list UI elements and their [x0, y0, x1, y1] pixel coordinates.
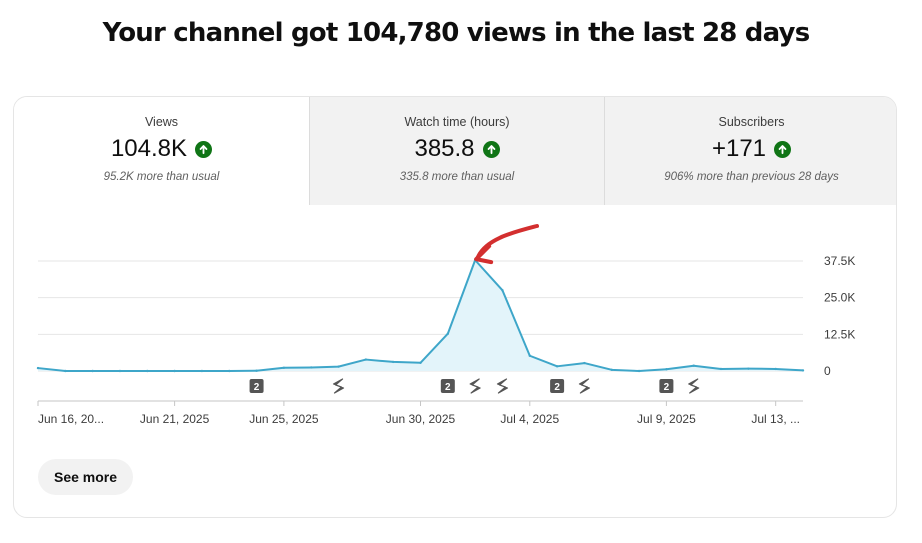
shorts-icon	[496, 378, 509, 394]
metric-value: 104.8K	[110, 135, 188, 162]
x-tick-label: Jun 16, 20...	[38, 412, 104, 426]
y-tick-label: 25.0K	[824, 291, 855, 305]
data-point	[747, 367, 750, 370]
data-point	[637, 369, 641, 373]
x-tick-label: Jun 30, 2025	[386, 412, 456, 426]
y-tick-label: 0	[824, 364, 831, 378]
shorts-icon	[332, 378, 345, 394]
data-point	[555, 365, 559, 368]
annotation-arrow	[475, 224, 539, 262]
x-tick-label: Jul 13, ...	[751, 412, 800, 426]
data-point	[36, 366, 40, 370]
metric-tab-watch-time[interactable]: Watch time (hours) 385.8 335.8 more than…	[309, 97, 604, 205]
data-point	[610, 368, 613, 372]
data-point	[583, 361, 586, 365]
video-count-label: 2	[254, 382, 260, 393]
data-point	[391, 360, 395, 364]
data-point	[310, 366, 313, 369]
data-point	[228, 369, 231, 373]
video-count-marker	[249, 379, 264, 393]
data-point	[446, 332, 450, 335]
views-chart: 0 12.5K 25.0K 37.5K Jun 16, 20... Jun 21, 202…	[36, 224, 855, 426]
data-point	[64, 369, 67, 373]
metric-tab-subscribers[interactable]: Subscribers +171 906% more than previous…	[604, 97, 896, 205]
x-tick-label: Jun 21, 2025	[140, 412, 210, 426]
arrow-up-circle-icon	[195, 140, 213, 158]
data-point	[255, 369, 258, 372]
video-count-label: 2	[554, 382, 560, 393]
video-count-marker	[659, 379, 674, 393]
overview-card: Views 104.8K 95.2K more than usual Watch…	[13, 96, 897, 518]
metric-tabs: Views 104.8K 95.2K more than usual Watch…	[14, 97, 896, 205]
metric-label: Subscribers	[718, 115, 785, 129]
metric-tab-views[interactable]: Views 104.8K 95.2K more than usual	[14, 97, 309, 205]
views-line	[37, 259, 804, 372]
annotation-arrow-head	[474, 244, 494, 265]
page-headline: Your channel got 104,780 views in the la…	[102, 18, 811, 48]
arrow-up-circle-icon	[774, 140, 792, 158]
data-point	[419, 361, 422, 364]
data-point	[692, 364, 695, 367]
data-point	[528, 354, 531, 357]
shorts-icon	[578, 378, 591, 394]
data-point	[501, 289, 504, 292]
views-area	[38, 260, 803, 371]
video-count-label: 2	[664, 382, 670, 393]
arrow-up-circle-icon	[482, 140, 500, 158]
data-point	[146, 369, 149, 373]
data-point	[173, 369, 176, 373]
data-point	[118, 369, 122, 373]
metric-value: 385.8	[414, 135, 475, 162]
data-point	[337, 365, 340, 368]
video-count-marker	[550, 379, 565, 393]
data-point	[364, 358, 368, 361]
metric-label: Views	[144, 115, 179, 129]
x-tick-label: Jul 9, 2025	[637, 412, 696, 426]
data-point	[200, 369, 204, 373]
data-point	[774, 367, 777, 371]
video-count-marker	[440, 379, 455, 393]
metric-note: 335.8 more than usual	[399, 171, 515, 183]
data-point	[665, 368, 668, 371]
shorts-icon	[688, 378, 700, 394]
x-tick-label: Jul 4, 2025	[500, 412, 559, 426]
metric-note: 906% more than previous 28 days	[664, 171, 839, 183]
see-more-button[interactable]: See more	[38, 459, 134, 495]
metric-label: Watch time (hours)	[404, 115, 510, 129]
shorts-icon	[469, 378, 481, 394]
x-tick-label: Jun 25, 2025	[249, 412, 319, 426]
y-tick-label: 12.5K	[824, 327, 855, 341]
data-point	[282, 366, 286, 369]
data-point	[801, 369, 805, 372]
data-point	[719, 367, 723, 371]
metric-value: +171	[711, 135, 767, 162]
y-tick-label: 37.5K	[824, 254, 855, 268]
video-count-label: 2	[445, 382, 451, 393]
data-point	[91, 369, 94, 373]
metric-note: 95.2K more than usual	[103, 171, 220, 183]
